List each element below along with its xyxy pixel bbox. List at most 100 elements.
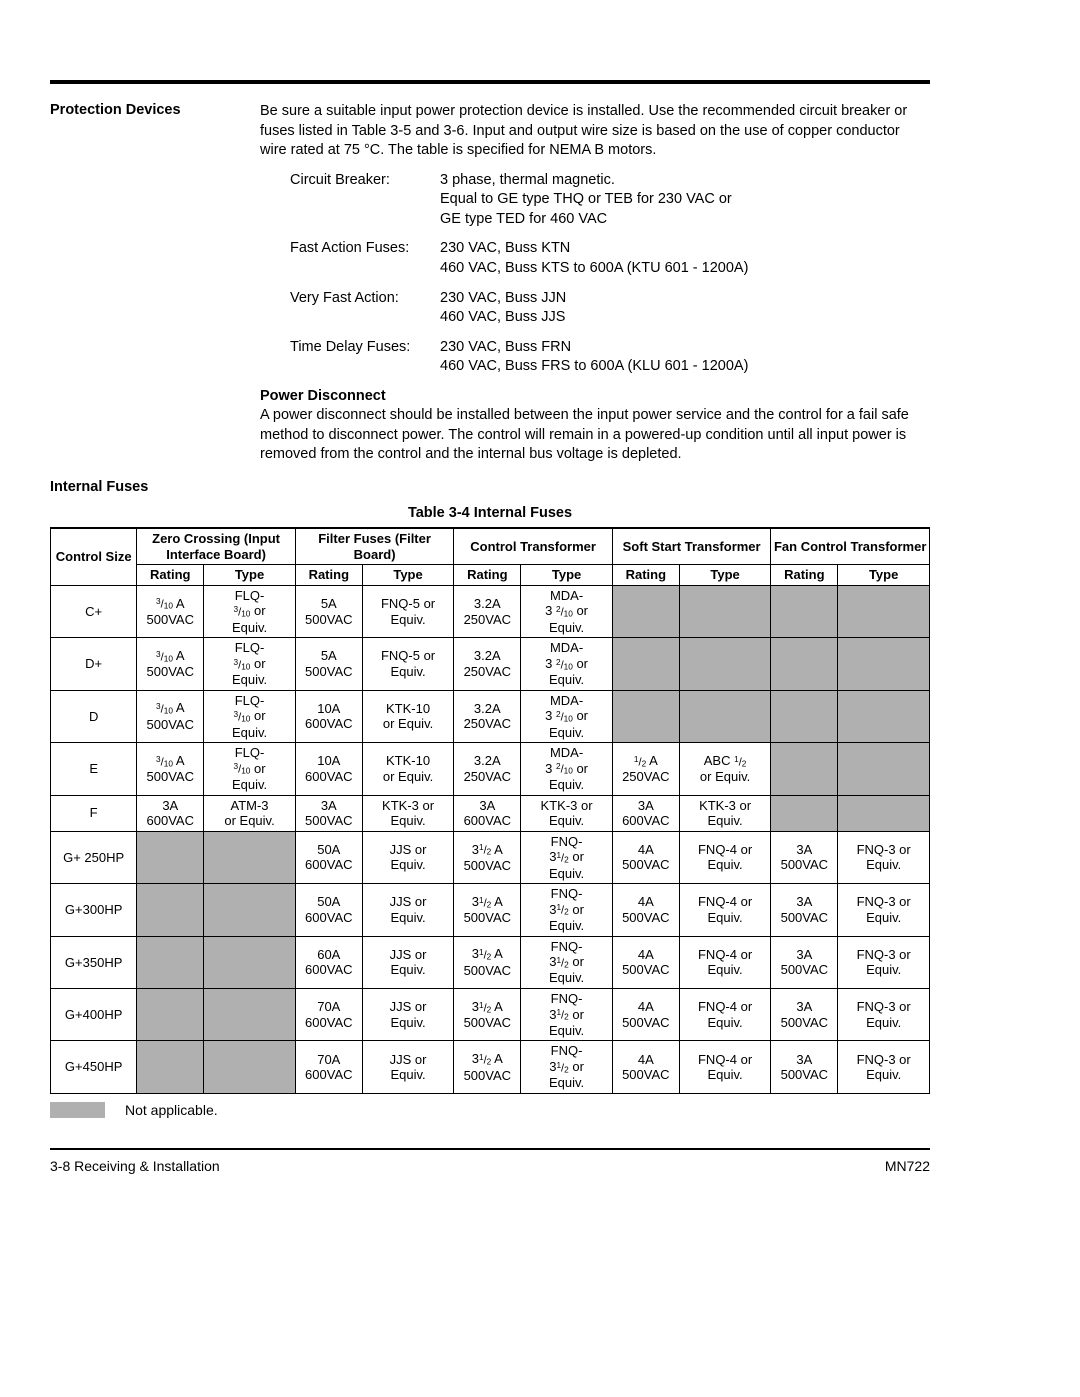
cell: 31/2 A500VAC <box>454 989 521 1041</box>
cell: FNQ-31/2 orEquiv. <box>521 1041 613 1093</box>
cell: 70A600VAC <box>295 1041 362 1093</box>
cell: 70A600VAC <box>295 989 362 1041</box>
cell: MDA-3 2/10 orEquiv. <box>521 690 613 742</box>
cell <box>838 638 930 690</box>
cell: FLQ-3/10 orEquiv. <box>204 585 296 637</box>
cell: FNQ-3 orEquiv. <box>838 936 930 988</box>
cell-control-size: G+350HP <box>51 936 137 988</box>
cell <box>838 585 930 637</box>
spec-value: 3 phase, thermal magnetic.Equal to GE ty… <box>440 171 930 230</box>
cell: FNQ-5 orEquiv. <box>362 585 454 637</box>
cell <box>838 690 930 742</box>
spec-row: Very Fast Action:230 VAC, Buss JJN460 VA… <box>260 289 930 328</box>
spec-value: 230 VAC, Buss FRN460 VAC, Buss FRS to 60… <box>440 338 930 377</box>
cell: 3A500VAC <box>771 936 838 988</box>
cell: FNQ-4 orEquiv. <box>679 1041 771 1093</box>
cell: 5A500VAC <box>295 585 362 637</box>
cell-control-size: F <box>51 795 137 831</box>
spec-list: Circuit Breaker:3 phase, thermal magneti… <box>260 171 930 377</box>
cell <box>771 638 838 690</box>
cell: FLQ-3/10 orEquiv. <box>204 638 296 690</box>
cell <box>679 690 771 742</box>
cell: FNQ-3 orEquiv. <box>838 989 930 1041</box>
cell: 10A600VAC <box>295 743 362 795</box>
table-caption: Table 3-4 Internal Fuses <box>50 505 930 521</box>
th-soft-start: Soft Start Transformer <box>612 528 771 565</box>
cell <box>771 743 838 795</box>
table-row: C+3/10 A500VACFLQ-3/10 orEquiv.5A500VACF… <box>51 585 930 637</box>
legend-swatch <box>50 1102 105 1118</box>
cell-control-size: G+ 250HP <box>51 831 137 883</box>
protection-devices-intro: Be sure a suitable input power protectio… <box>260 102 930 161</box>
th-control-size: Control Size <box>51 528 137 585</box>
power-disconnect-body: A power disconnect should be installed b… <box>260 406 930 465</box>
cell: 4A500VAC <box>612 936 679 988</box>
th-control-transformer: Control Transformer <box>454 528 613 565</box>
spec-label: Fast Action Fuses: <box>260 239 440 278</box>
cell: 50A600VAC <box>295 831 362 883</box>
cell <box>838 743 930 795</box>
cell: MDA-3 2/10 orEquiv. <box>521 638 613 690</box>
cell <box>137 936 204 988</box>
cell: JJS orEquiv. <box>362 831 454 883</box>
cell-control-size: G+450HP <box>51 1041 137 1093</box>
cell: 3.2A250VAC <box>454 638 521 690</box>
cell: KTK-3 orEquiv. <box>679 795 771 831</box>
cell: 3A600VAC <box>612 795 679 831</box>
cell: 3.2A250VAC <box>454 743 521 795</box>
cell <box>612 585 679 637</box>
spec-label: Very Fast Action: <box>260 289 440 328</box>
cell: 31/2 A500VAC <box>454 884 521 936</box>
cell: 3.2A250VAC <box>454 585 521 637</box>
table-row: G+350HP60A600VACJJS orEquiv.31/2 A500VAC… <box>51 936 930 988</box>
cell: 60A600VAC <box>295 936 362 988</box>
cell <box>679 585 771 637</box>
power-disconnect-heading: Power Disconnect <box>260 387 930 407</box>
cell: JJS orEquiv. <box>362 989 454 1041</box>
table-row: F3A600VACATM-3or Equiv.3A500VACKTK-3 orE… <box>51 795 930 831</box>
cell: 50A600VAC <box>295 884 362 936</box>
cell: FNQ-4 orEquiv. <box>679 831 771 883</box>
cell: ABC 1/2or Equiv. <box>679 743 771 795</box>
cell: 3A600VAC <box>137 795 204 831</box>
legend-text: Not applicable. <box>125 1102 218 1118</box>
cell <box>137 831 204 883</box>
cell: FLQ-3/10 orEquiv. <box>204 743 296 795</box>
cell: 1/2 A250VAC <box>612 743 679 795</box>
footer: 3-8 Receiving & Installation MN722 <box>50 1158 930 1174</box>
cell-control-size: E <box>51 743 137 795</box>
cell: 3A500VAC <box>771 884 838 936</box>
cell: 31/2 A500VAC <box>454 936 521 988</box>
bottom-rule <box>50 1148 930 1150</box>
cell: KTK-10or Equiv. <box>362 690 454 742</box>
th-sub: Rating <box>454 565 521 586</box>
cell: 3A500VAC <box>771 831 838 883</box>
cell <box>204 884 296 936</box>
cell: JJS orEquiv. <box>362 884 454 936</box>
cell-control-size: D+ <box>51 638 137 690</box>
cell: 3A500VAC <box>771 989 838 1041</box>
th-sub: Rating <box>137 565 204 586</box>
cell: 31/2 A500VAC <box>454 831 521 883</box>
protection-devices-heading: Protection Devices <box>50 102 230 465</box>
table-row: G+ 250HP 50A600VACJJS orEquiv.31/2 A500VA… <box>51 831 930 883</box>
cell <box>204 1041 296 1093</box>
table-row: G+300HP 50A600VACJJS orEquiv.31/2 A500VAC… <box>51 884 930 936</box>
cell: MDA-3 2/10 orEquiv. <box>521 585 613 637</box>
cell <box>137 1041 204 1093</box>
internal-fuses-section: Internal Fuses <box>50 479 930 495</box>
cell: ATM-3or Equiv. <box>204 795 296 831</box>
cell-control-size: C+ <box>51 585 137 637</box>
th-sub: Rating <box>771 565 838 586</box>
cell: 5A500VAC <box>295 638 362 690</box>
th-sub: Type <box>679 565 771 586</box>
cell: FNQ-4 orEquiv. <box>679 989 771 1041</box>
cell: 3A600VAC <box>454 795 521 831</box>
subheader-row: RatingTypeRatingTypeRatingTypeRatingType… <box>51 565 930 586</box>
cell-control-size: G+300HP <box>51 884 137 936</box>
cell <box>204 989 296 1041</box>
cell <box>204 831 296 883</box>
spec-row: Fast Action Fuses:230 VAC, Buss KTN460 V… <box>260 239 930 278</box>
table-body: C+3/10 A500VACFLQ-3/10 orEquiv.5A500VACF… <box>51 585 930 1093</box>
cell: FNQ-4 orEquiv. <box>679 884 771 936</box>
